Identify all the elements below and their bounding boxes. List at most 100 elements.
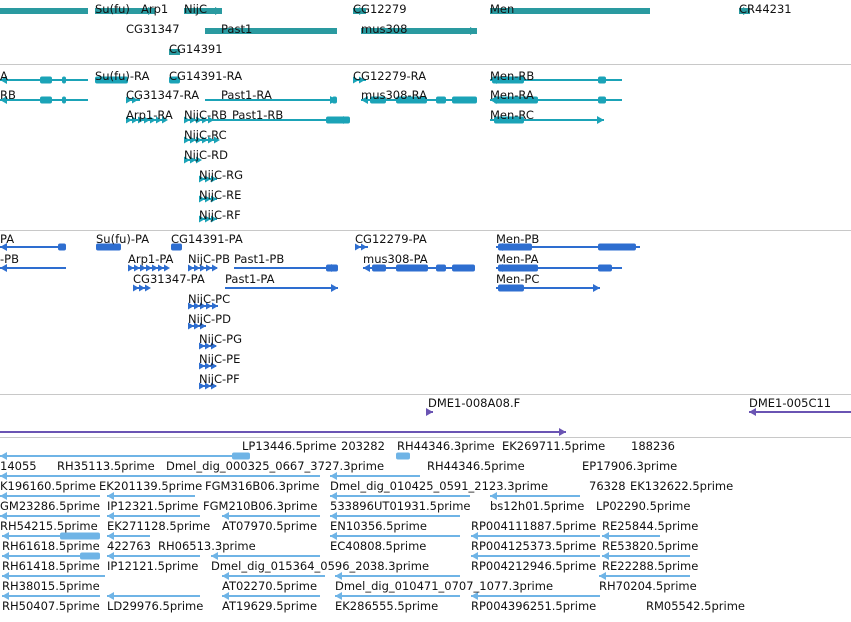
genes-feature-label[interactable]: Past1 [221, 22, 253, 36]
ests-feature-label[interactable]: UT01931.5prime [374, 499, 471, 513]
ests-feature-label[interactable]: GM23286.5prime [0, 499, 100, 513]
exon-block[interactable] [452, 264, 475, 272]
exon-block[interactable] [436, 264, 446, 272]
proteins-feature-label[interactable]: Past1-PA [225, 272, 275, 286]
proteins-feature-label[interactable]: Arp1-PA [128, 252, 174, 266]
proteins-feature-label[interactable]: CG14391-PA [171, 232, 243, 246]
ests-feature-label[interactable]: 533896 [330, 499, 374, 513]
ests-feature-label[interactable]: RE22288.5prime [602, 559, 699, 573]
ests-feature-label[interactable]: RH35113.5prime [57, 459, 155, 473]
ests-feature-label[interactable]: 14055 [0, 459, 37, 473]
genes-feature-label[interactable]: CR44231 [739, 2, 792, 16]
exon-block[interactable] [498, 243, 532, 251]
ests-feature-label[interactable]: bs12h01.5prime [490, 499, 585, 513]
ests-feature-label[interactable]: FGM210B06.3prime [203, 499, 318, 513]
ests-feature-label[interactable]: RE25844.5prime [602, 519, 699, 533]
exon-block[interactable] [372, 264, 386, 272]
transcripts-feature-label[interactable]: Past1-RB [232, 108, 284, 122]
genes-feature-label[interactable]: Arp1 [141, 2, 169, 16]
proteins-feature-label[interactable]: Past1-PB [234, 252, 285, 266]
exon-block[interactable] [232, 452, 250, 460]
exon-block[interactable] [492, 76, 524, 84]
exon-block[interactable] [396, 264, 428, 272]
transcripts-feature-label[interactable]: Men-RB [490, 69, 535, 83]
exon-block[interactable] [40, 76, 52, 84]
ests-feature-label[interactable]: RH61618.5prime [2, 539, 100, 553]
transcripts-feature-label[interactable]: Su(fu)-RA [95, 69, 150, 83]
exon-block[interactable] [436, 96, 446, 104]
transcripts-feature-label[interactable]: NijC-RF [199, 208, 241, 222]
proteins-feature-label[interactable]: Men-PB [496, 232, 540, 246]
ests-feature-label[interactable]: RH54215.5prime [0, 519, 98, 533]
transcripts-feature-label[interactable]: Past1-RA [221, 88, 272, 102]
ests-feature-label[interactable]: RM05542.5prime [646, 599, 745, 613]
ests-feature-label[interactable]: IP12321.5prime [107, 499, 199, 513]
ests-feature-label[interactable]: RH44346.5prime [427, 459, 525, 473]
exon-block[interactable] [598, 264, 612, 272]
ests-feature-label[interactable]: 188236 [631, 439, 675, 453]
exon-block[interactable] [40, 96, 52, 104]
transcripts-feature-label[interactable]: Men-RC [490, 108, 534, 122]
exon-block[interactable] [62, 76, 66, 84]
ests-feature-label[interactable]: EP17906.3prime [582, 459, 678, 473]
ests-feature-label[interactable]: EK271128.5prime [107, 519, 211, 533]
exon-block[interactable] [62, 96, 66, 104]
ests-feature-label[interactable]: AT19629.5prime [222, 599, 318, 613]
ests-feature-label[interactable]: 76328 [589, 479, 626, 493]
ests-feature-label[interactable]: 203282 [341, 439, 385, 453]
ests-feature-label[interactable]: K196160.5prime [0, 479, 96, 493]
exon-block[interactable] [95, 76, 128, 84]
exon-block[interactable] [396, 452, 410, 460]
ests-feature-label[interactable]: EN10356.5prime [330, 519, 427, 533]
ests-feature-label[interactable]: AT02270.5prime [222, 579, 318, 593]
ests-feature-label[interactable]: RP004396251.5prime [471, 599, 597, 613]
ests-feature-label[interactable]: Dmel_dig_000325_0667_3727.3prime [166, 459, 385, 473]
exon-block[interactable] [498, 284, 524, 292]
exon-block[interactable] [169, 76, 180, 84]
exon-block[interactable] [58, 243, 66, 251]
ests-feature-label[interactable]: IP12121.5prime [107, 559, 199, 573]
ests-feature-label[interactable]: EK132622.5prime [630, 479, 734, 493]
proteins-feature-label[interactable]: CG12279-PA [355, 232, 427, 246]
exon-block[interactable] [96, 243, 121, 251]
transcripts-feature-label[interactable]: Arp1-RA [126, 108, 173, 122]
ests-feature-label[interactable]: EK269711.5prime [502, 439, 606, 453]
proteins-feature-label[interactable]: PA [0, 232, 15, 246]
transcripts-feature-label[interactable]: NijC-RD [184, 148, 229, 162]
transcripts-feature-label[interactable]: CG31347-RA [126, 88, 200, 102]
proteins-feature-label[interactable]: NijC-PE [199, 352, 241, 366]
ests-feature-label[interactable]: RH44346.3prime [397, 439, 495, 453]
exon-block[interactable] [370, 96, 386, 104]
exon-block[interactable] [80, 552, 100, 560]
ests-feature-label[interactable]: EK286555.5prime [335, 599, 439, 613]
proteins-feature-label[interactable]: -PB [0, 252, 19, 266]
transcripts-feature-label[interactable]: NijC-RC [184, 128, 227, 142]
ests-feature-label[interactable]: RH06513.3prime [158, 539, 256, 553]
exon-block[interactable] [396, 96, 427, 104]
ests-feature-label[interactable]: 422763 [107, 539, 151, 553]
ests-feature-label[interactable]: Dmel_dig_010425_0591_2123.3prime [330, 479, 549, 493]
proteins-feature-label[interactable]: CG31347-PA [133, 272, 205, 286]
ests-feature-label[interactable]: RE53820.5prime [602, 539, 699, 553]
proteins-feature-label[interactable]: Men-PC [496, 272, 540, 286]
transcripts-feature-label[interactable]: CG12279-RA [353, 69, 427, 83]
ests-feature-label[interactable]: RH61418.5prime [2, 559, 100, 573]
transcripts-feature-label[interactable]: RB [0, 88, 16, 102]
exon-block[interactable] [598, 243, 636, 251]
transcripts-feature-label[interactable]: Men-RA [490, 88, 534, 102]
ests-feature-label[interactable]: EC40808.5prime [330, 539, 427, 553]
exon-block[interactable] [598, 76, 606, 84]
exon-block[interactable] [598, 96, 606, 104]
ests-feature-label[interactable]: RH70204.5prime [599, 579, 697, 593]
ests-feature-label[interactable]: EK201139.5prime [99, 479, 203, 493]
clones-feature-label[interactable]: DME1-008A08.F [428, 396, 521, 410]
ests-feature-label[interactable]: RP004111887.5prime [471, 519, 597, 533]
exon-block[interactable] [60, 532, 100, 540]
ests-feature-label[interactable]: LP13446.5prime [242, 439, 337, 453]
transcripts-feature-label[interactable]: NijC-RG [199, 168, 244, 182]
exon-block[interactable] [171, 243, 182, 251]
exon-block[interactable] [494, 96, 538, 104]
proteins-feature-label[interactable]: Su(fu)-PA [96, 232, 150, 246]
ests-feature-label[interactable]: LD29976.5prime [107, 599, 204, 613]
transcripts-feature-label[interactable]: NijC-RB [184, 108, 228, 122]
